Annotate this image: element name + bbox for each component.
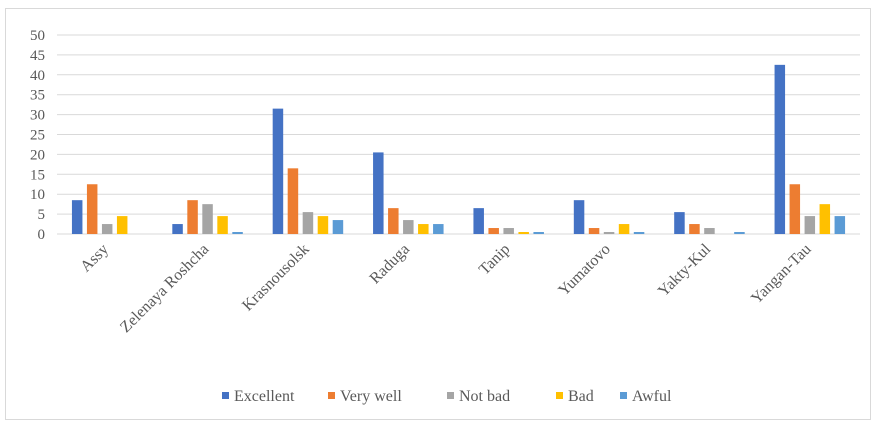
bar-awful [533, 232, 544, 234]
bar-very-well [488, 228, 499, 234]
bar-bad [618, 224, 630, 234]
y-tick-label: 5 [38, 207, 46, 223]
legend-swatch [556, 392, 563, 399]
x-tick-label: Raduga [367, 241, 414, 288]
y-tick-label: 40 [30, 68, 45, 84]
bar-awful [734, 232, 745, 234]
bar-very-well [388, 208, 399, 234]
bar-excellent [373, 152, 384, 234]
bar-not-bad [804, 216, 816, 234]
bar-not-bad [202, 204, 213, 234]
x-tick-label: Zelenaya Roshcha [117, 241, 212, 336]
bar-not-bad [704, 228, 715, 234]
bar-awful [633, 232, 645, 234]
bar-bad [116, 216, 128, 234]
y-tick-label: 45 [30, 48, 45, 64]
bar-very-well [689, 224, 700, 234]
x-tick-label: Tanip [476, 241, 514, 279]
legend-swatch [222, 392, 229, 399]
legend-label: Excellent [234, 388, 295, 405]
x-tick-label: Yakty-Kul [655, 240, 715, 300]
x-tick-label: Assy [77, 241, 112, 276]
bar-not-bad [101, 224, 113, 234]
bar-very-well [789, 184, 801, 234]
bars [71, 64, 846, 234]
bar-bad [317, 216, 329, 234]
bar-awful [232, 232, 243, 234]
bar-bad [518, 232, 529, 234]
y-tick-label: 10 [30, 187, 45, 203]
bar-awful [433, 224, 444, 234]
y-tick-label: 15 [30, 167, 45, 183]
y-tick-label: 0 [38, 227, 46, 243]
y-axis-ticks: 0 5 10 15 20 25 30 35 40 45 50 [30, 28, 45, 243]
bar-not-bad [603, 232, 615, 234]
legend-label: Not bad [459, 388, 510, 405]
x-tick-label: Krasnousolsk [239, 241, 313, 315]
legend-label: Bad [568, 388, 594, 405]
bar-bad [819, 204, 831, 234]
legend-swatch [328, 392, 335, 399]
y-tick-label: 35 [30, 88, 45, 104]
bar-awful [834, 216, 846, 234]
legend-item: Not bad [447, 388, 510, 405]
bar-awful [332, 220, 344, 234]
legend-item: Awful [620, 388, 672, 405]
bar-excellent [172, 224, 183, 234]
legend-swatch [447, 392, 454, 399]
legend-item: Bad [556, 388, 594, 405]
bar-excellent [272, 108, 284, 234]
bar-very-well [187, 200, 198, 234]
bar-excellent [473, 208, 484, 234]
bar-very-well [588, 228, 600, 234]
y-tick-label: 30 [30, 108, 45, 124]
x-tick-label: Yumatovo [555, 241, 614, 300]
bar-excellent [573, 200, 585, 234]
legend-label: Awful [632, 388, 672, 405]
gridlines [57, 34, 860, 235]
bar-not-bad [302, 212, 314, 234]
legend-item: Very well [328, 388, 402, 405]
bar-excellent [774, 64, 786, 234]
x-axis-labels: Assy Zelenaya Roshcha Krasnousolsk Raduga Ta… [77, 240, 814, 336]
bar-not-bad [503, 228, 514, 234]
bar-not-bad [403, 220, 414, 234]
bar-bad [217, 216, 228, 234]
bar-excellent [674, 212, 685, 234]
y-tick-label: 50 [30, 28, 45, 44]
bar-very-well [287, 168, 299, 234]
bar-very-well [86, 184, 98, 234]
bar-bad [418, 224, 429, 234]
x-tick-label: Yangan-Tau [748, 241, 815, 308]
y-tick-label: 20 [30, 147, 45, 163]
legend-label: Very well [340, 388, 402, 405]
legend-item: Excellent [222, 388, 295, 405]
bar-excellent [71, 200, 83, 234]
y-tick-label: 25 [30, 128, 45, 144]
legend: Excellent Very well Not bad Bad Awful [222, 388, 672, 405]
legend-swatch [620, 392, 627, 399]
